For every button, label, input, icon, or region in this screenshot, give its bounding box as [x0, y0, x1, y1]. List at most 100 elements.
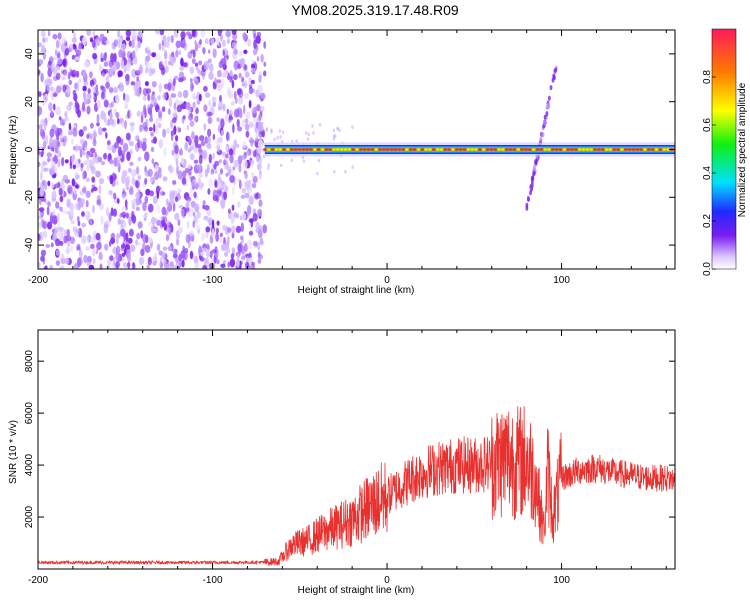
carrier-core: [597, 148, 601, 151]
noise-blob: [209, 63, 214, 72]
noise-blob: [54, 183, 61, 189]
noise-blob: [47, 114, 50, 123]
noise-blob: [144, 195, 149, 204]
noise-blob: [115, 252, 119, 262]
noise-blob: [38, 262, 41, 268]
noise-blob: [151, 81, 157, 88]
noise-blob: [236, 259, 240, 268]
noise-blob: [147, 168, 153, 177]
carrier-core: [397, 148, 402, 151]
noise-blob: [117, 198, 120, 204]
noise-blob: [118, 87, 124, 92]
noise-blob: [158, 139, 163, 149]
noise-blob: [192, 101, 196, 109]
noise-blob: [64, 48, 70, 56]
noise-blob: [110, 101, 115, 108]
carrier-core: [366, 148, 371, 151]
spectrogram-y-tick-label: 20: [24, 96, 35, 108]
spectrogram-image: [38, 30, 675, 269]
noise-blob: [212, 48, 217, 58]
noise-blob: [230, 253, 235, 260]
noise-blob: [142, 137, 147, 143]
noise-blob: [175, 40, 182, 48]
noise-blob: [71, 139, 74, 144]
noise-blob: [244, 192, 250, 199]
noise-blob: [49, 128, 55, 138]
noise-blob: [203, 60, 210, 71]
noise-blob: [47, 67, 52, 78]
noise-blob: [180, 103, 186, 110]
noise-blob: [221, 57, 227, 68]
noise-blob: [192, 92, 196, 101]
noise-blob: [135, 79, 141, 89]
noise-blob: [110, 232, 116, 240]
noise-blob: [121, 211, 127, 218]
noise-blob: [83, 98, 90, 105]
noise-blob: [113, 86, 118, 94]
carrier-core: [650, 148, 655, 151]
noise-blob: [92, 30, 96, 37]
noise-blob: [210, 168, 215, 175]
noise-blob: [212, 133, 216, 140]
carrier-core: [370, 148, 375, 151]
noise-blob: [85, 246, 91, 251]
noise-blob: [113, 209, 116, 216]
noise-blob: [92, 129, 97, 139]
snr-x-tick-label: 0: [384, 575, 390, 586]
scatter-blob: [317, 158, 321, 163]
noise-blob: [78, 129, 84, 137]
carrier-core: [385, 148, 390, 151]
noise-blob: [240, 57, 246, 68]
carrier-core: [662, 148, 666, 151]
noise-blob: [38, 42, 43, 48]
noise-blob: [227, 261, 230, 268]
carrier-core: [570, 148, 574, 151]
noise-blob: [252, 213, 258, 222]
noise-blob: [75, 70, 80, 78]
noise-blob: [195, 107, 199, 115]
noise-blob: [150, 146, 155, 153]
noise-blob: [124, 199, 128, 208]
noise-blob: [189, 78, 193, 83]
noise-blob: [228, 91, 234, 99]
noise-blob: [240, 194, 246, 199]
scatter-blob: [256, 154, 259, 159]
noise-blob: [161, 44, 165, 52]
noise-blob: [163, 222, 168, 231]
noise-blob: [39, 187, 44, 197]
noise-blob: [88, 264, 95, 269]
noise-blob: [139, 124, 143, 133]
noise-blob: [169, 164, 173, 174]
noise-blob: [223, 159, 228, 164]
noise-blob: [92, 186, 98, 192]
noise-blob: [145, 234, 149, 244]
carrier-core: [562, 148, 567, 151]
noise-blob: [112, 257, 116, 267]
noise-blob: [124, 93, 130, 103]
noise-blob: [72, 225, 76, 233]
noise-blob: [214, 180, 218, 188]
noise-blob: [165, 234, 170, 242]
noise-blob: [206, 243, 210, 250]
noise-blob: [98, 184, 102, 195]
noise-blob: [236, 143, 240, 149]
noise-blob: [95, 249, 99, 255]
noise-blob: [124, 180, 129, 190]
carrier-core: [635, 148, 640, 151]
carrier-core: [274, 148, 279, 151]
noise-blob: [50, 147, 55, 152]
noise-blob: [206, 111, 212, 117]
noise-blob: [249, 121, 253, 129]
noise-blob: [252, 240, 258, 247]
noise-blob: [137, 31, 142, 36]
noise-blob: [41, 44, 46, 54]
scatter-blob: [270, 130, 273, 134]
noise-blob: [137, 175, 142, 180]
noise-blob: [152, 260, 157, 266]
carrier-core: [543, 148, 547, 151]
carrier-core: [501, 148, 505, 151]
noise-blob: [117, 146, 122, 157]
noise-blob: [59, 240, 64, 246]
carrier-core: [551, 148, 555, 151]
noise-blob: [227, 165, 232, 175]
